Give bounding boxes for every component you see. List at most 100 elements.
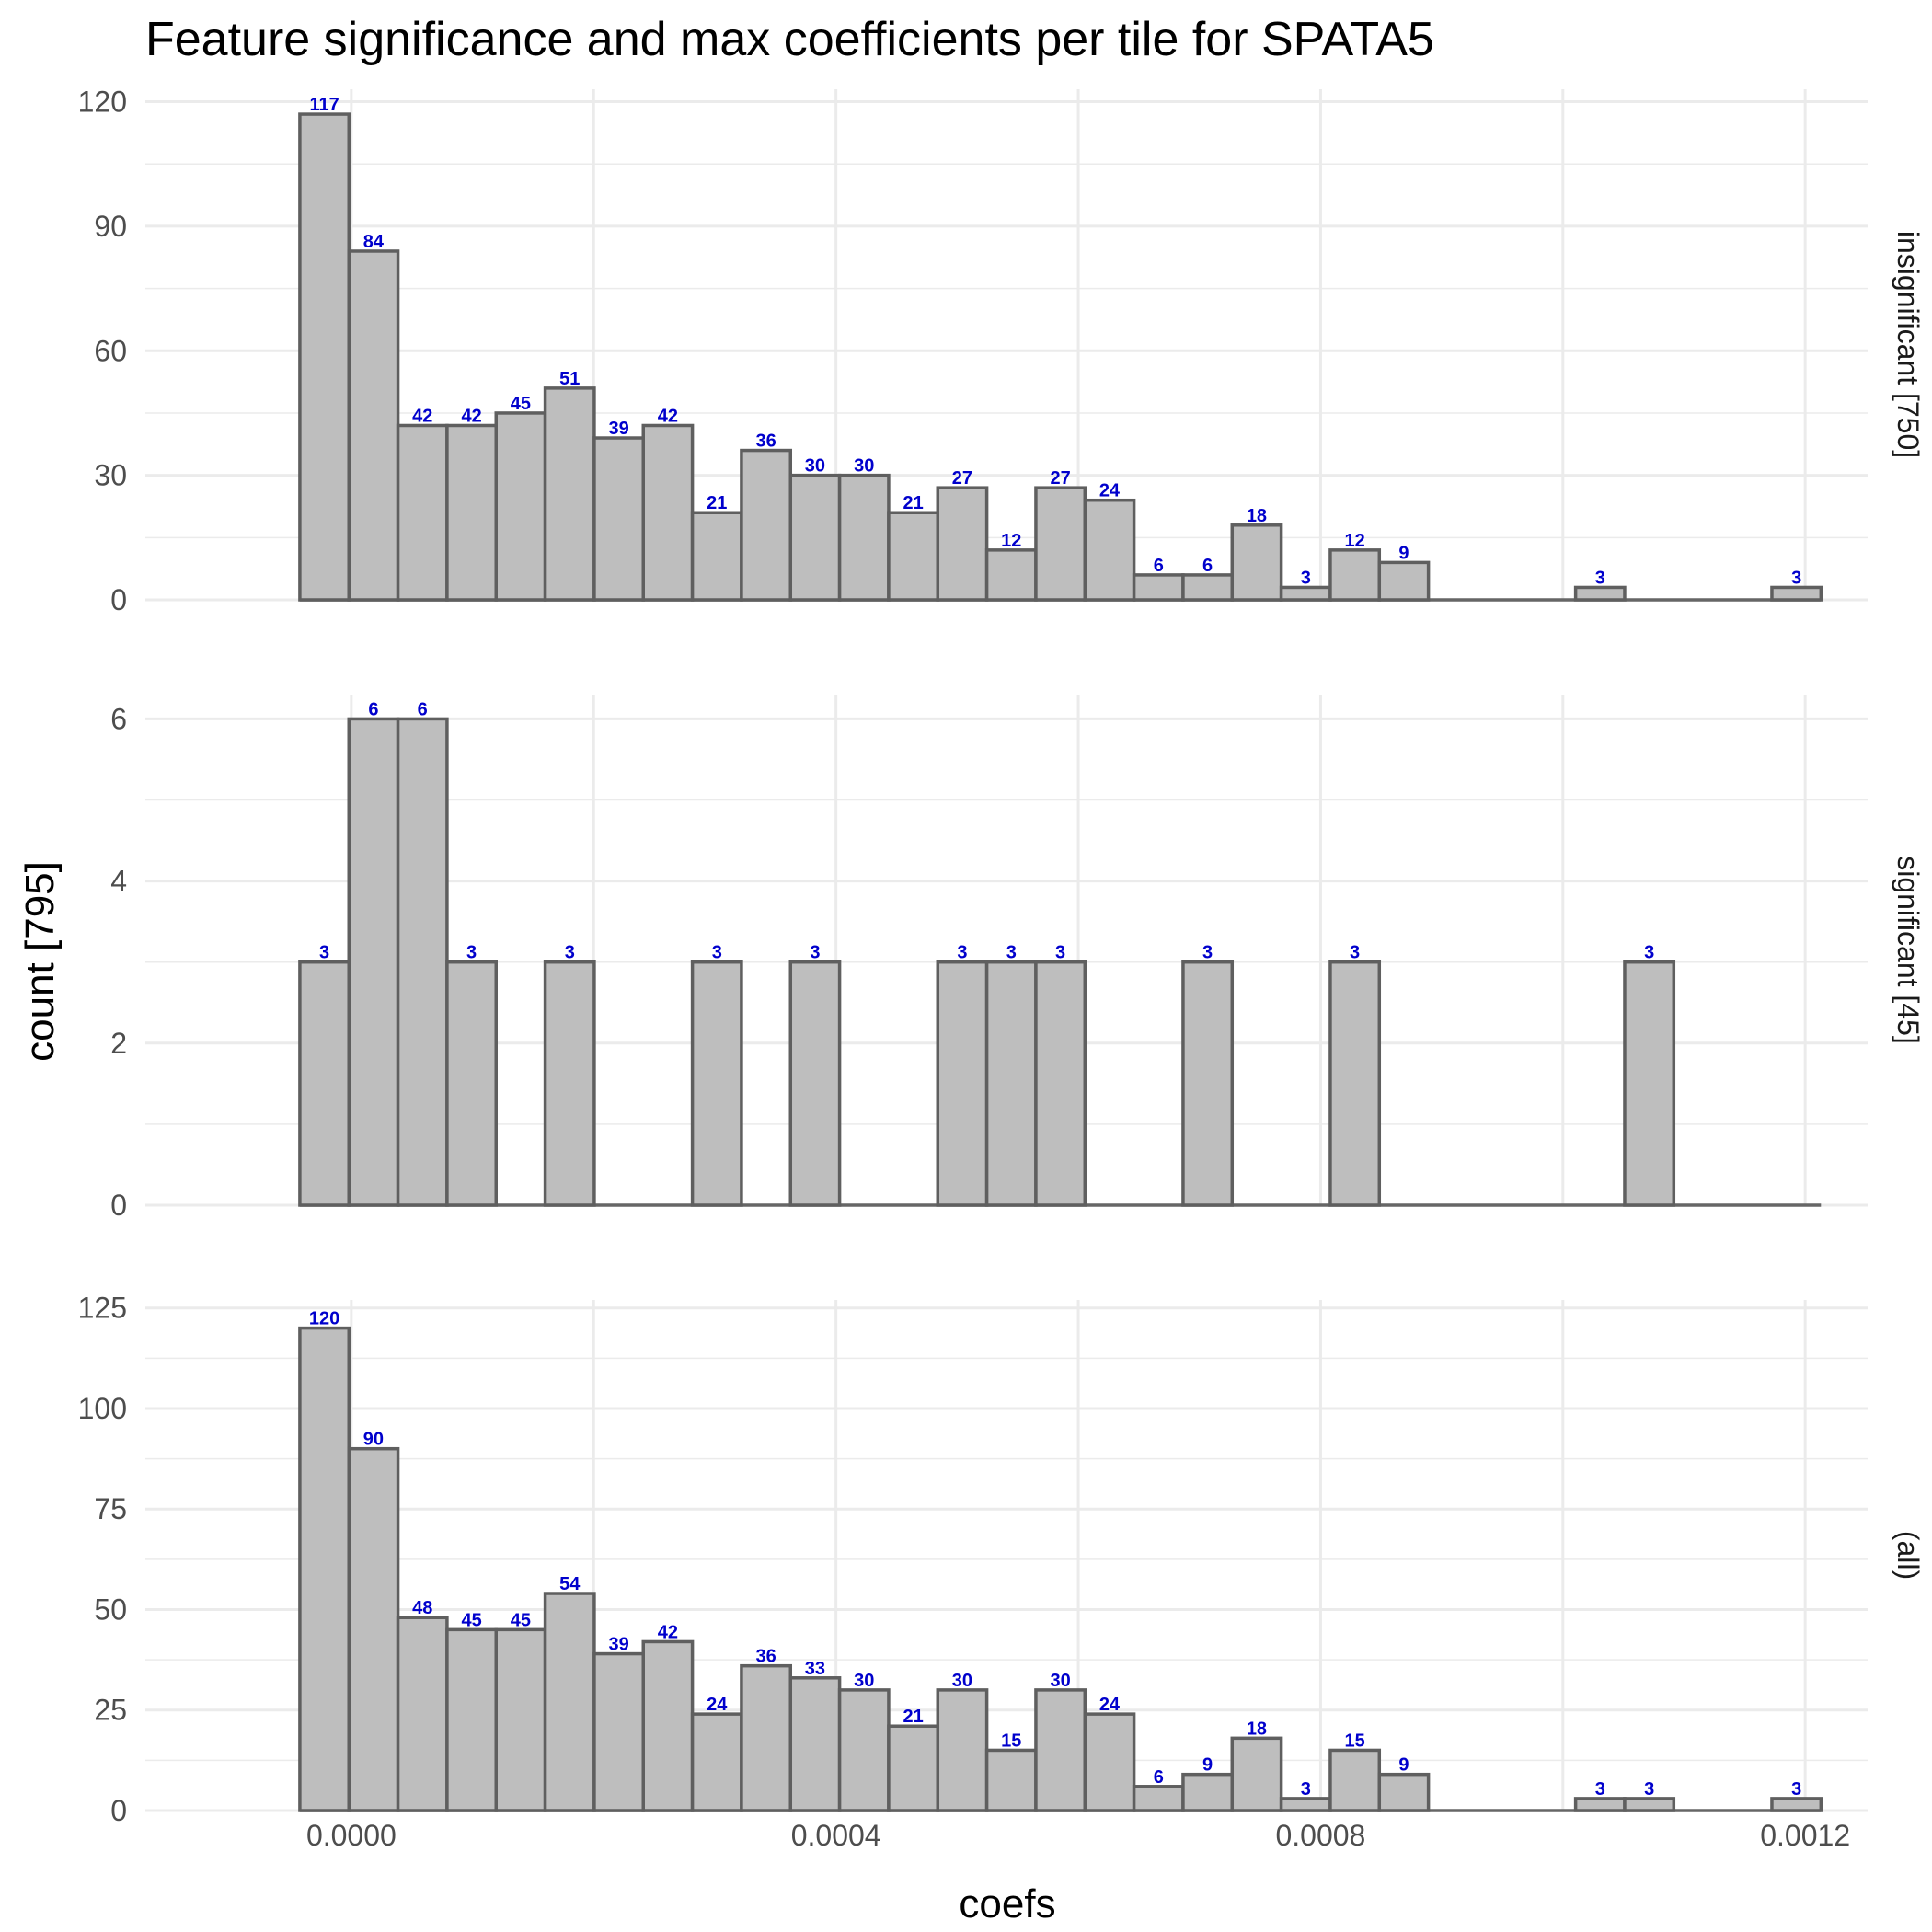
bar-count-label: 15 <box>1001 1731 1021 1751</box>
histogram-bar <box>347 249 400 602</box>
histogram-bar <box>1132 1785 1185 1812</box>
histogram-bar <box>347 1446 400 1812</box>
y-tick-label: 25 <box>94 1694 127 1727</box>
x-tick-label: 0.0000 <box>306 1819 397 1852</box>
histogram-bar <box>1377 1772 1431 1812</box>
bar-count-label: 9 <box>1398 543 1409 563</box>
facet-strip-label: (all) <box>1892 1531 1925 1580</box>
y-tick-label: 75 <box>94 1492 127 1525</box>
histogram-bar <box>396 423 449 602</box>
bar-count-label: 30 <box>952 1671 972 1691</box>
histogram-bar <box>641 423 695 602</box>
bar-count-label: 3 <box>565 943 575 963</box>
histogram-bar <box>1328 548 1382 602</box>
y-tick-label: 0 <box>110 1189 127 1222</box>
histogram-bar <box>1083 1712 1136 1812</box>
bar-count-label: 3 <box>1202 943 1213 963</box>
bar-count-label: 30 <box>854 1671 874 1691</box>
bar-count-label: 3 <box>1301 568 1311 588</box>
bar-count-label: 45 <box>511 1610 531 1630</box>
bar-count-label: 27 <box>952 468 972 489</box>
bar-count-label: 3 <box>1006 943 1017 963</box>
histogram-bar <box>1230 523 1283 602</box>
bar-count-label: 84 <box>363 232 385 252</box>
y-tick-label: 125 <box>78 1292 127 1325</box>
facet-panel: 0 2 4 6 3 6 6 3 3 3 3 3 3 3 3 3 3 significant [45] <box>110 695 1925 1222</box>
histogram-bar <box>494 1627 547 1812</box>
histogram-bar <box>1279 585 1332 602</box>
bar-count-label: 24 <box>1099 1695 1121 1715</box>
bar-count-label: 30 <box>854 456 874 477</box>
bar-count-label: 33 <box>805 1659 825 1679</box>
bar-count-label: 36 <box>755 431 776 452</box>
histogram-bar <box>1770 1797 1823 1812</box>
bar-count-label: 48 <box>412 1598 432 1618</box>
bar-count-label: 3 <box>1791 1779 1801 1800</box>
bar-count-label: 120 <box>309 1309 339 1329</box>
histogram-bar <box>445 423 498 602</box>
bar-count-label: 45 <box>511 394 531 414</box>
bar-count-label: 24 <box>707 1695 728 1715</box>
bar-count-label: 3 <box>712 943 722 963</box>
histogram-bar <box>641 1639 695 1812</box>
histogram-bar <box>690 960 743 1207</box>
histogram-bar <box>494 411 547 602</box>
histogram-bar <box>1623 960 1676 1207</box>
histogram-bar <box>298 960 351 1207</box>
bar-count-label: 45 <box>461 1610 481 1630</box>
histogram-bar <box>837 1688 891 1812</box>
y-tick-label: 30 <box>94 459 127 492</box>
facet-strip-label: significant [45] <box>1892 856 1925 1044</box>
histogram-bar <box>984 960 1038 1207</box>
chart-title: Feature significance and max coefficient… <box>145 13 1434 66</box>
x-tick-label: 0.0012 <box>1760 1819 1850 1852</box>
y-tick-label: 50 <box>94 1593 127 1626</box>
bar-count-label: 39 <box>608 1635 628 1655</box>
histogram-bar <box>298 1326 351 1812</box>
histogram-bar <box>1328 1748 1382 1812</box>
histogram-bar <box>1181 960 1235 1207</box>
bar-count-label: 42 <box>658 406 678 426</box>
bar-count-label: 54 <box>559 1574 581 1594</box>
histogram-bar <box>984 548 1038 602</box>
histogram-bar <box>1279 1797 1332 1812</box>
y-tick-label: 100 <box>78 1392 127 1425</box>
bar-count-label: 21 <box>707 493 727 513</box>
y-tick-label: 120 <box>78 86 127 119</box>
bar-count-label: 6 <box>368 699 378 719</box>
histogram-bar <box>1328 960 1382 1207</box>
histogram-bar <box>1230 1736 1283 1812</box>
bar-count-label: 9 <box>1202 1755 1213 1776</box>
histogram-bar <box>1132 573 1185 602</box>
bar-count-label: 3 <box>1644 943 1654 963</box>
histogram-bar <box>690 1712 743 1812</box>
histogram-bar <box>1573 1797 1627 1812</box>
bar-count-label: 12 <box>1344 531 1364 551</box>
bar-count-label: 21 <box>903 493 923 513</box>
bar-count-label: 9 <box>1398 1755 1409 1776</box>
y-tick-label: 4 <box>110 865 127 898</box>
histogram-bar <box>445 960 498 1207</box>
histogram-bar <box>543 960 596 1207</box>
bar-count-label: 3 <box>1595 568 1605 588</box>
x-axis-title: coefs <box>959 1881 1055 1926</box>
bar-count-label: 42 <box>412 406 432 426</box>
histogram-bar <box>936 960 989 1207</box>
y-tick-label: 60 <box>94 334 127 367</box>
histogram-bar <box>936 1688 989 1812</box>
histogram-bar <box>543 1592 596 1812</box>
bar-count-label: 3 <box>1791 568 1801 588</box>
y-tick-label: 0 <box>110 583 127 616</box>
bar-count-label: 6 <box>1154 556 1164 576</box>
histogram-bar <box>298 112 351 602</box>
bar-count-label: 36 <box>755 1647 776 1667</box>
bar-count-label: 42 <box>461 406 481 426</box>
bar-count-label: 3 <box>1350 943 1360 963</box>
bar-count-label: 6 <box>418 699 428 719</box>
histogram-bar <box>592 436 646 602</box>
histogram-bar <box>1377 560 1431 602</box>
bar-count-label: 3 <box>1595 1779 1605 1800</box>
